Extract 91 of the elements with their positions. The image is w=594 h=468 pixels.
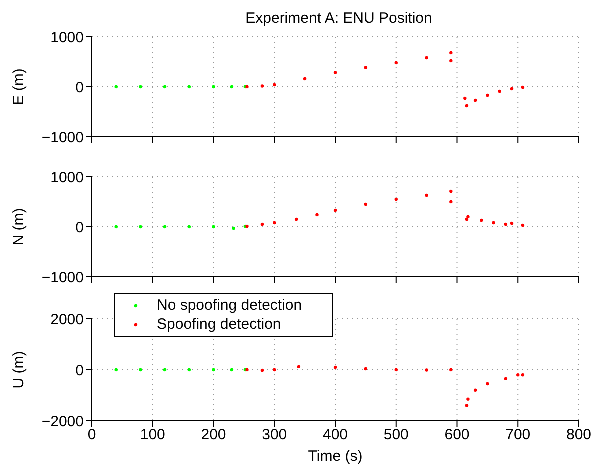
y-tick-label: 0: [76, 362, 84, 380]
x-tick-label: 0: [88, 426, 96, 444]
point: [521, 374, 525, 377]
point: [114, 368, 118, 372]
y-tick-label: 0: [76, 79, 84, 96]
point: [521, 224, 525, 228]
y-tick-label: −1000: [42, 129, 84, 146]
point: [510, 222, 514, 226]
x-tick-label: 300: [262, 426, 288, 444]
point: [466, 398, 470, 401]
point: [480, 218, 484, 222]
point: [260, 84, 264, 88]
x-tick-label: 700: [506, 426, 531, 444]
point: [188, 368, 191, 372]
point: [474, 388, 478, 392]
point: [450, 200, 453, 204]
point: [303, 77, 307, 81]
y-axis-title: E (m): [10, 68, 28, 106]
point: [504, 377, 508, 381]
point: [273, 368, 276, 372]
point: [498, 90, 502, 94]
y-tick-label: −1000: [42, 269, 84, 286]
x-tick-label: 200: [201, 426, 226, 444]
x-tick-label: 100: [140, 426, 166, 444]
point: [492, 221, 496, 225]
point: [139, 85, 142, 89]
point: [334, 366, 338, 370]
legend-label: Spoofing detection: [157, 315, 282, 334]
point: [425, 56, 428, 60]
point: [260, 368, 264, 372]
point: [260, 222, 264, 226]
point: [188, 225, 191, 229]
point: [273, 221, 276, 225]
y-tick-label: 1000: [50, 29, 84, 46]
point: [294, 218, 298, 222]
point: [464, 96, 467, 100]
point: [212, 85, 216, 89]
point: [425, 194, 428, 198]
x-tick-label: 800: [566, 426, 592, 444]
point: [465, 104, 469, 108]
point: [334, 71, 338, 74]
y-tick-label: 1000: [50, 169, 84, 186]
point: [364, 367, 368, 371]
point: [163, 368, 167, 372]
point: [465, 218, 469, 222]
x-tick-label: 400: [322, 426, 348, 444]
legend-label: No spoofing detection: [157, 296, 302, 315]
point: [465, 404, 469, 408]
chart-title: Experiment A: ENU Position: [244, 10, 434, 27]
point: [450, 368, 453, 372]
point: [394, 368, 398, 372]
point: [364, 66, 368, 70]
point: [334, 208, 338, 212]
point: [425, 368, 428, 372]
point: [139, 225, 142, 229]
point: [521, 86, 525, 90]
y-tick-label: −2000: [42, 413, 84, 430]
point: [139, 368, 142, 372]
point: [114, 225, 118, 229]
x-axis-title: Time (s): [308, 448, 363, 465]
point: [474, 98, 478, 102]
point: [163, 225, 167, 229]
point: [486, 94, 490, 98]
point: [450, 51, 453, 55]
x-tick-label: 600: [444, 426, 470, 444]
point: [450, 59, 453, 63]
point: [163, 85, 167, 89]
point: [297, 365, 301, 369]
point: [212, 368, 216, 372]
point: [394, 61, 398, 65]
point: [230, 368, 234, 372]
point: [466, 215, 470, 219]
point: [230, 85, 234, 89]
point: [486, 382, 490, 386]
point: [450, 190, 453, 194]
point: [232, 226, 236, 230]
y-tick-label: 2000: [50, 311, 84, 328]
point: [394, 198, 398, 202]
y-axis-title: N (m): [10, 208, 28, 246]
point: [114, 85, 118, 89]
y-axis-title: U (m): [10, 351, 28, 389]
point: [510, 87, 514, 91]
point: [516, 374, 520, 377]
point: [364, 202, 368, 206]
x-tick-label: 500: [384, 426, 409, 444]
y-tick-label: 0: [76, 219, 84, 236]
point: [273, 83, 276, 87]
point: [504, 222, 508, 226]
point: [212, 225, 216, 229]
point: [316, 213, 319, 217]
point: [188, 85, 191, 89]
